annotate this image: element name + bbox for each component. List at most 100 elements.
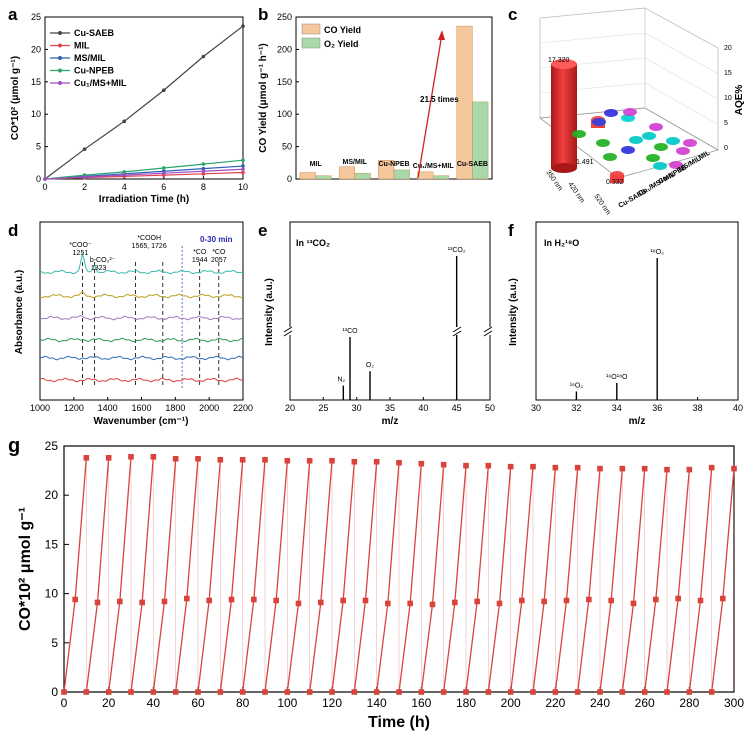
cycle-marker-g <box>72 596 78 603</box>
cycle-marker-g <box>463 462 469 469</box>
z-axis-label-c: AQE% <box>734 85 745 116</box>
x-tick-label-g: 180 <box>456 696 476 710</box>
cycle-marker-g <box>507 463 514 470</box>
cycle-marker-g <box>496 600 503 607</box>
cycle-marker-g <box>228 596 235 603</box>
cycle-line-g <box>175 458 199 693</box>
cycle-marker-g <box>519 597 525 604</box>
cycle-marker-g <box>418 460 425 467</box>
cycle-marker-g <box>172 455 179 462</box>
cycle-marker-g <box>463 689 469 695</box>
small-cylinder-top <box>621 114 635 122</box>
cycle-line-g <box>443 465 467 693</box>
cycle-marker-g <box>217 689 224 695</box>
cycle-line-g <box>197 459 221 693</box>
peak-label-f: ¹⁸O₂ <box>650 249 664 256</box>
cycle-marker-g <box>552 464 559 471</box>
legend-swatch-b <box>301 23 321 35</box>
cycle-marker-g <box>485 689 492 695</box>
axis-ticks-b: 0 50 100 150 200 250 <box>277 12 299 184</box>
x-tick-label-e: 50 <box>485 403 495 413</box>
cycle-marker-g <box>172 689 179 695</box>
x-tick-label-f: 32 <box>571 403 581 413</box>
legend-entry: Cu-NPEB <box>74 66 114 76</box>
x-tick-label-d: 2200 <box>233 403 253 413</box>
cycle-marker-g <box>530 463 536 470</box>
y-tick-label-b: 150 <box>277 77 292 87</box>
category-label-b: MIL <box>310 161 323 168</box>
legend-entry: MIL <box>74 41 90 51</box>
y-tick-label-a: 15 <box>31 77 41 87</box>
series-line-Cu₁/MS+MIL <box>44 168 244 180</box>
cycle-line-g <box>666 469 690 693</box>
cycle-marker-g <box>239 456 246 463</box>
fold-arrowhead <box>438 30 445 40</box>
peaks-f: ¹⁶O₂ ¹⁶O¹⁸O ¹⁸O₂ <box>570 249 664 400</box>
panel-label-a: a <box>8 5 18 24</box>
cycle-marker-g <box>697 597 704 604</box>
x-tick-label-a: 6 <box>161 182 166 192</box>
cycle-line-g <box>487 466 512 693</box>
spectrum-trace-d <box>39 315 244 321</box>
cycle-marker-g <box>329 689 335 695</box>
cycle-marker-g <box>139 599 145 606</box>
cycle-marker-g <box>295 600 302 607</box>
panel-label-g: g <box>8 435 20 457</box>
cycle-marker-g <box>306 457 313 464</box>
cycle-line-g <box>577 468 601 693</box>
cycle-marker-g <box>373 458 380 465</box>
series-point <box>241 164 245 168</box>
cycle-line-g <box>264 460 288 693</box>
bar-O₂ Yield <box>354 172 371 180</box>
cycle-marker-g <box>262 689 268 695</box>
c-gridline <box>644 32 719 74</box>
x-tick-label-g: 0 <box>61 696 68 710</box>
x-axis-label-d: Wavenumber (cm⁻¹) <box>94 416 189 427</box>
z-tick-label-c: 15 <box>724 70 732 77</box>
x-tick-label-g: 120 <box>322 696 342 710</box>
cycle-marker-g <box>619 689 626 695</box>
cycle-marker-g <box>340 597 346 604</box>
x-tick-label-d: 1800 <box>165 403 185 413</box>
series-point <box>201 169 206 174</box>
legend-entry: Cu₁/MS+MIL <box>74 78 127 88</box>
cycle-line-g <box>532 467 556 693</box>
category-label-b: Cu-SAEB <box>457 161 488 168</box>
cycle-marker-g <box>720 595 726 602</box>
axis-ticks-a: 0 2 4 6 8 10 0 5 10 15 20 25 <box>31 12 248 192</box>
small-cylinder-top <box>676 147 690 155</box>
axis-ticks-g: 0 20 40 60 80 100 120 140 160 180 200 220 240 260 280 3… <box>45 439 745 710</box>
legend-marker <box>58 68 62 73</box>
c-gridline <box>644 57 719 100</box>
panel-b: b 0 50 100 150 200 250 MIL MS/MIL Cu-NPEB Cu₁/MS… <box>258 5 493 184</box>
small-cylinder-top <box>623 108 637 116</box>
cylinder-base-cu-saeb-350 <box>551 163 577 173</box>
cycle-markers-g <box>61 454 737 695</box>
cycle-marker-g <box>597 465 603 472</box>
cycle-marker-g <box>105 689 112 695</box>
panel-a: a 0 2 4 6 8 10 0 5 10 15 20 25 Cu-SAEB MIL MS/MIL Cu-N… <box>8 5 248 205</box>
cycle-marker-g <box>731 465 737 472</box>
cycle-marker-g <box>150 454 157 460</box>
panel-d: d 1000 1200 1400 1600 1800 2000 2200 *COO⁻1251… <box>8 221 253 427</box>
x-tick-label-f: 38 <box>693 403 703 413</box>
small-cylinder-top <box>603 153 617 161</box>
x-axis-label-e: m/z <box>382 416 399 427</box>
y-tick-label-a: 5 <box>36 142 41 152</box>
spectrum-trace-d <box>39 291 244 299</box>
cycle-marker-g <box>407 600 413 607</box>
cycle-marker-g <box>474 598 480 605</box>
bar-CO Yield <box>456 25 473 180</box>
cycle-marker-g <box>128 454 134 460</box>
peak-label-f: ¹⁶O¹⁸O <box>606 374 628 381</box>
category-label-b: Cu₁/MS+MIL <box>413 163 455 170</box>
x-tick-label-g: 40 <box>147 696 161 710</box>
bar-O₂ Yield <box>472 101 489 180</box>
z-tick-label-c: 5 <box>724 120 728 127</box>
cycle-marker-g <box>385 600 391 607</box>
title-f: In H₂¹⁸O <box>544 238 579 248</box>
y-axis-label-f: Intensity (a.u.) <box>508 278 519 346</box>
cycle-marker-g <box>351 458 358 465</box>
cycle-marker-g <box>94 599 101 606</box>
cycle-marker-g <box>273 597 279 604</box>
